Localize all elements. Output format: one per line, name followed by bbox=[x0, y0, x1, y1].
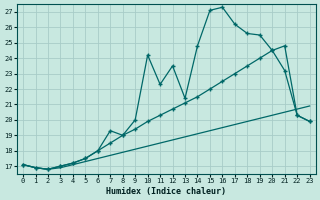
X-axis label: Humidex (Indice chaleur): Humidex (Indice chaleur) bbox=[106, 187, 226, 196]
